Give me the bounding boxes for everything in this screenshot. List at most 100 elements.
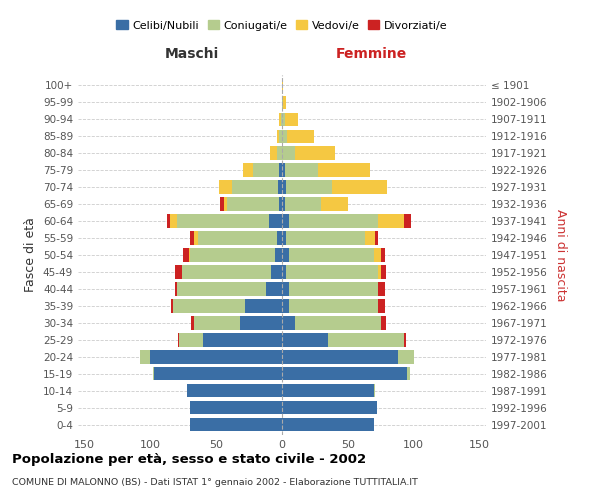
Bar bbox=[381, 316, 386, 330]
Bar bbox=[240, 316, 282, 330]
Bar bbox=[381, 248, 385, 262]
Bar bbox=[269, 214, 282, 228]
Bar bbox=[282, 316, 295, 330]
Bar bbox=[220, 198, 224, 210]
Bar bbox=[378, 300, 385, 312]
Bar bbox=[278, 180, 282, 194]
Bar bbox=[282, 164, 284, 176]
Bar bbox=[173, 300, 245, 312]
Bar bbox=[282, 146, 295, 160]
Bar bbox=[187, 384, 282, 398]
Bar bbox=[266, 282, 282, 296]
Bar bbox=[295, 146, 335, 160]
Bar bbox=[224, 198, 227, 210]
Bar bbox=[284, 198, 322, 210]
Bar bbox=[153, 367, 154, 380]
Bar bbox=[381, 266, 386, 278]
Bar bbox=[295, 316, 381, 330]
Bar bbox=[190, 248, 275, 262]
Bar bbox=[282, 418, 374, 432]
Bar bbox=[398, 350, 413, 364]
Bar bbox=[167, 214, 170, 228]
Bar bbox=[282, 112, 284, 126]
Bar bbox=[282, 248, 289, 262]
Bar bbox=[286, 266, 378, 278]
Bar bbox=[177, 282, 266, 296]
Bar bbox=[194, 316, 240, 330]
Bar bbox=[282, 401, 377, 414]
Bar bbox=[284, 112, 298, 126]
Bar bbox=[170, 214, 177, 228]
Bar bbox=[282, 96, 283, 109]
Text: Maschi: Maschi bbox=[165, 46, 220, 60]
Bar bbox=[280, 130, 282, 143]
Bar bbox=[242, 164, 253, 176]
Bar bbox=[194, 232, 198, 244]
Bar bbox=[282, 367, 407, 380]
Bar bbox=[282, 266, 286, 278]
Bar bbox=[378, 266, 381, 278]
Bar bbox=[190, 232, 194, 244]
Bar bbox=[284, 164, 317, 176]
Bar bbox=[378, 214, 404, 228]
Bar bbox=[282, 130, 287, 143]
Bar bbox=[277, 232, 282, 244]
Bar bbox=[317, 164, 370, 176]
Bar bbox=[282, 198, 284, 210]
Bar bbox=[203, 334, 282, 346]
Bar bbox=[282, 214, 289, 228]
Text: COMUNE DI MALONNO (BS) - Dati ISTAT 1° gennaio 2002 - Elaborazione TUTTITALIA.IT: COMUNE DI MALONNO (BS) - Dati ISTAT 1° g… bbox=[12, 478, 418, 487]
Bar bbox=[374, 384, 376, 398]
Bar bbox=[322, 198, 348, 210]
Bar bbox=[282, 282, 289, 296]
Bar bbox=[282, 384, 374, 398]
Y-axis label: Anni di nascita: Anni di nascita bbox=[554, 209, 567, 301]
Bar bbox=[282, 78, 283, 92]
Bar bbox=[283, 96, 286, 109]
Bar bbox=[190, 418, 282, 432]
Bar bbox=[282, 334, 328, 346]
Bar bbox=[286, 232, 365, 244]
Bar bbox=[245, 300, 282, 312]
Bar bbox=[175, 266, 182, 278]
Bar bbox=[289, 248, 374, 262]
Bar bbox=[154, 367, 282, 380]
Bar bbox=[179, 334, 203, 346]
Bar bbox=[287, 130, 314, 143]
Bar bbox=[271, 266, 282, 278]
Bar bbox=[286, 180, 332, 194]
Bar bbox=[178, 334, 179, 346]
Bar bbox=[190, 401, 282, 414]
Bar bbox=[277, 130, 280, 143]
Y-axis label: Fasce di età: Fasce di età bbox=[25, 218, 37, 292]
Bar bbox=[188, 248, 190, 262]
Bar bbox=[280, 164, 282, 176]
Bar bbox=[253, 164, 280, 176]
Bar bbox=[378, 282, 385, 296]
Bar bbox=[151, 350, 282, 364]
Text: Popolazione per età, sesso e stato civile - 2002: Popolazione per età, sesso e stato civil… bbox=[12, 452, 366, 466]
Text: Femmine: Femmine bbox=[336, 46, 407, 60]
Bar bbox=[275, 248, 282, 262]
Bar bbox=[332, 180, 387, 194]
Bar bbox=[407, 367, 410, 380]
Bar bbox=[280, 112, 281, 126]
Bar bbox=[198, 232, 277, 244]
Bar bbox=[376, 232, 378, 244]
Bar bbox=[191, 316, 194, 330]
Bar bbox=[282, 232, 286, 244]
Bar bbox=[282, 350, 398, 364]
Legend: Celibi/Nubili, Coniugati/e, Vedovi/e, Divorziati/e: Celibi/Nubili, Coniugati/e, Vedovi/e, Di… bbox=[112, 16, 452, 35]
Bar bbox=[281, 112, 282, 126]
Bar bbox=[182, 266, 271, 278]
Bar bbox=[289, 282, 378, 296]
Bar bbox=[140, 350, 151, 364]
Bar bbox=[374, 248, 381, 262]
Bar bbox=[289, 300, 378, 312]
Bar bbox=[282, 300, 289, 312]
Bar bbox=[277, 146, 282, 160]
Bar bbox=[365, 232, 376, 244]
Bar bbox=[404, 214, 411, 228]
Bar bbox=[280, 198, 282, 210]
Bar bbox=[289, 214, 378, 228]
